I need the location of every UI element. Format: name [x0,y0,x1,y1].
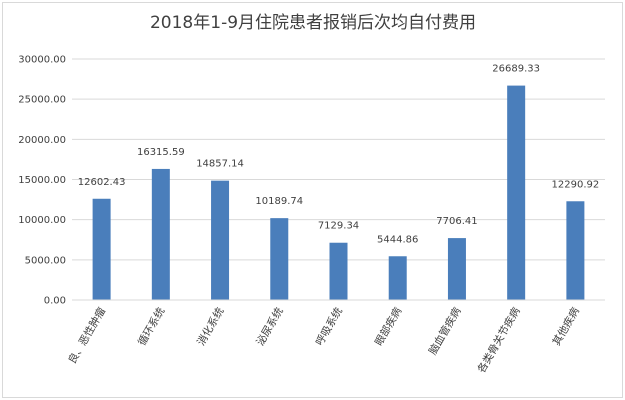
bar [151,168,170,300]
data-label: 5444.86 [377,234,418,245]
bar [388,256,407,300]
y-tick-label: 20000.00 [18,135,66,146]
bar [566,201,585,300]
y-tick-label: 10000.00 [18,215,66,226]
x-tick-label: 良、恶性肿瘤 [65,305,108,366]
data-label: 12602.43 [78,177,126,188]
chart-title: 2018年1-9月住院患者报销后次均自付费用 [150,13,476,33]
data-label: 14857.14 [196,159,244,170]
bar [211,180,230,300]
data-label: 12290.92 [552,179,600,190]
x-tick-label: 循环系统 [135,305,168,348]
x-tick-label: 消化系统 [194,305,227,348]
y-axis: 0.00 5000.00 10000.00 15000.00 20000.00 25000… [18,55,66,307]
x-tick-label: 呼吸系统 [313,305,346,348]
data-label: 16315.59 [137,147,185,158]
bar [329,242,348,300]
y-tick-label: 0.00 [44,296,66,307]
bar [447,238,466,300]
x-tick-label: 其他疾病 [550,305,583,348]
y-tick-label: 30000.00 [18,55,66,66]
bar [270,218,289,300]
data-label: 26689.33 [492,64,540,75]
x-tick-label: 各类骨关节疾病 [475,305,523,376]
bar [507,85,526,300]
bars [92,85,585,300]
x-tick-label: 眼部疾病 [372,305,405,348]
y-tick-label: 5000.00 [25,255,66,266]
y-tick-label: 25000.00 [18,95,66,106]
data-labels: 12602.43 16315.59 14857.14 10189.74 7129.34 5… [78,64,599,246]
x-tick-label: 脑血管疾病 [426,305,464,357]
x-axis: 良、恶性肿瘤 循环系统 消化系统 泌尿系统 呼吸系统 眼部疾病 脑血管疾病 各类骨关节疾病 其他… [65,299,605,376]
data-label: 10189.74 [255,196,303,207]
y-tick-label: 15000.00 [18,175,66,186]
bar [92,198,111,300]
x-tick-label: 泌尿系统 [254,305,287,348]
data-label: 7129.34 [318,221,359,232]
data-label: 7706.41 [436,216,477,227]
